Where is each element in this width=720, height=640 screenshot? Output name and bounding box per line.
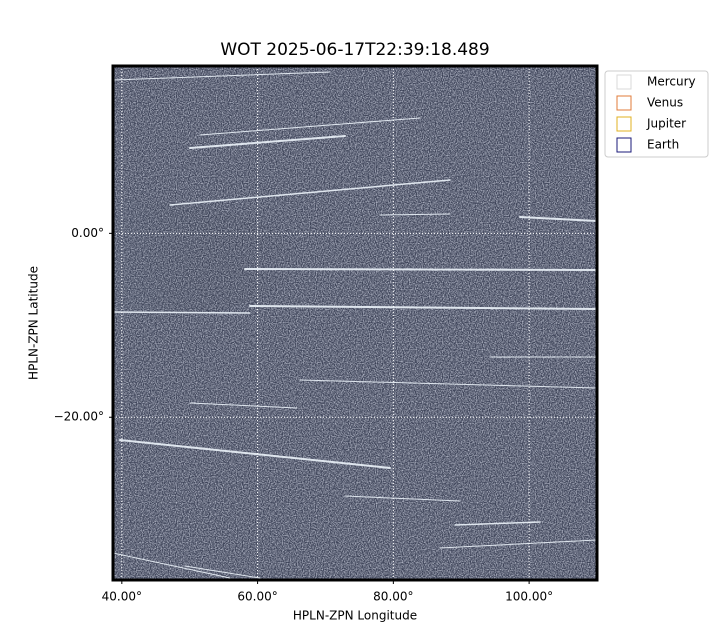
legend-swatch (616, 137, 632, 153)
x-tick-label: 40.00° (102, 590, 142, 604)
legend-swatch (616, 95, 632, 111)
x-tick-label: 80.00° (373, 590, 413, 604)
x-axis-label: HPLN-ZPN Longitude (293, 609, 417, 623)
y-tick-label: −20.00° (54, 410, 104, 424)
legend-label: Earth (647, 138, 679, 152)
legend (604, 70, 709, 158)
axes-frame (111, 64, 599, 582)
chart-title: WOT 2025-06-17T22:39:18.489 (220, 40, 489, 60)
image (113, 66, 597, 580)
image-glow (113, 200, 300, 320)
legend-label: Mercury (647, 75, 696, 89)
x-tick-label: 100.00° (505, 590, 553, 604)
legend-swatch (616, 116, 632, 132)
legend-label: Jupiter (646, 117, 686, 131)
legend-swatch (616, 74, 632, 90)
y-axis-label: HPLN-ZPN Latitude (27, 266, 41, 380)
legend-label: Venus (647, 96, 683, 110)
streaks (113, 71, 597, 579)
y-tick-label: 0.00° (71, 226, 104, 240)
image-noise (113, 66, 597, 580)
x-tick-label: 60.00° (237, 590, 277, 604)
